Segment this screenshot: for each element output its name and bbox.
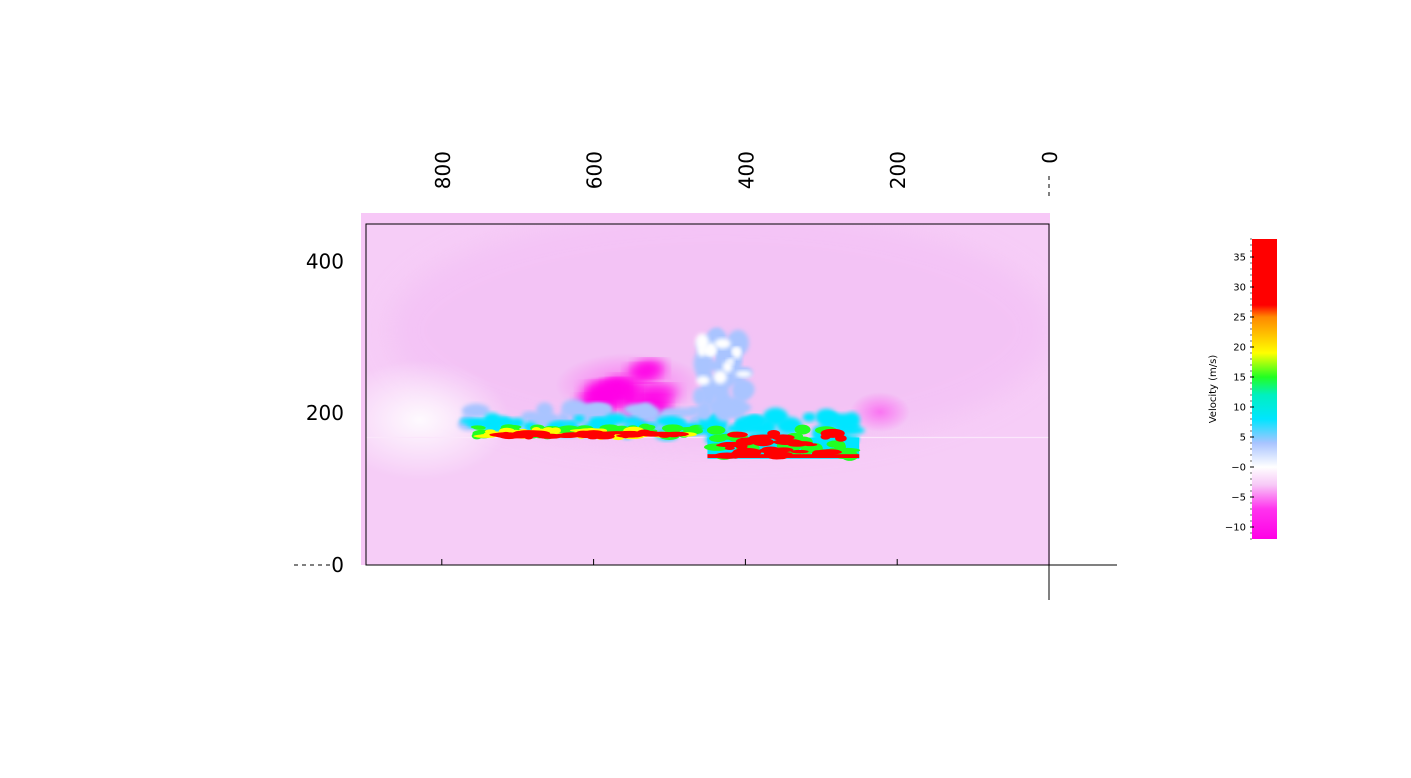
plume-yellow — [484, 429, 496, 434]
negative-velocity-blob — [633, 385, 678, 401]
rising-column — [731, 379, 752, 403]
y-tick-label: 200 — [306, 401, 344, 425]
x-axis-ticks: 800 600 400 200 0 — [431, 151, 1062, 565]
negative-velocity-blob — [581, 383, 621, 406]
x-tick-label: 0 — [1038, 151, 1062, 164]
plume-cyan — [459, 417, 486, 425]
rising-column-core — [695, 333, 709, 351]
magenta-haze-2 — [850, 392, 910, 432]
plume-green — [640, 424, 656, 431]
structure-red-floor — [707, 454, 860, 458]
rising-column — [699, 401, 711, 421]
x-tick-label: 200 — [886, 151, 910, 189]
structure-red — [820, 433, 831, 440]
structure-red — [835, 434, 847, 442]
rising-column-core — [731, 347, 741, 354]
structure-red — [724, 446, 735, 450]
colorbar-tick-label: 35 — [1233, 253, 1246, 264]
structure-red — [803, 443, 818, 447]
x-tick-label: 400 — [734, 151, 758, 189]
negative-velocity-blob — [626, 365, 658, 381]
plume-red — [616, 430, 643, 436]
structure-red — [814, 449, 842, 455]
plume-cyan — [591, 420, 615, 426]
structure-yellow — [706, 425, 726, 435]
structure-yellow — [826, 440, 846, 448]
x-tick-label: 800 — [431, 151, 455, 189]
rising-column — [705, 360, 727, 372]
plume-red — [536, 433, 563, 439]
structure-cyan — [735, 415, 746, 430]
structure-red — [754, 434, 781, 439]
plume-cyan — [622, 416, 641, 426]
colorbar: 35 30 25 20 15 10 5 −0 −5 −10 Velocity (m/s) — [1208, 238, 1277, 540]
plume-red — [504, 433, 534, 439]
plume-layer — [366, 328, 1049, 461]
y-tick-label: 400 — [306, 249, 344, 273]
plume-halo — [623, 404, 649, 415]
plume-cyan — [656, 416, 676, 426]
rising-column — [708, 399, 724, 413]
colorbar-tick-label: −10 — [1225, 523, 1246, 534]
plume-cyan — [573, 415, 585, 423]
structure-red — [752, 437, 774, 447]
plume-red — [562, 432, 584, 435]
rising-column-core — [701, 345, 716, 356]
structure-cyan — [762, 419, 774, 431]
structure-red — [758, 448, 784, 454]
structure-red — [727, 431, 748, 438]
colorbar-ticks: 35 30 25 20 15 10 5 −0 −5 −10 — [1225, 238, 1254, 540]
colorbar-bar — [1252, 239, 1277, 539]
rising-column-core — [696, 375, 710, 386]
rising-column-core — [735, 370, 752, 378]
structure-yellow — [794, 424, 811, 435]
rising-column — [721, 402, 741, 416]
colorbar-tick-label: −5 — [1231, 493, 1246, 504]
plume-yellow — [479, 433, 491, 438]
plume-red — [615, 434, 644, 438]
colorbar-tick-label: 5 — [1240, 433, 1246, 444]
plume-green — [677, 426, 703, 431]
structure-cyan — [838, 426, 865, 435]
structure-cyan — [833, 418, 857, 426]
colorbar-label: Velocity (m/s) — [1208, 355, 1219, 424]
rising-column — [705, 384, 715, 403]
y-axis-ticks: 400 200 0 — [294, 249, 344, 577]
colorbar-tick-label: 25 — [1233, 313, 1246, 324]
y-tick-label: 0 — [331, 553, 344, 577]
plume-red — [640, 433, 667, 437]
negative-velocity-blob — [619, 384, 640, 411]
colorbar-tick-label: −0 — [1231, 463, 1246, 474]
structure-red — [735, 442, 748, 450]
structure-yellow — [709, 434, 727, 443]
structure-cyan — [802, 412, 816, 423]
plume-yellow — [550, 427, 561, 434]
rising-column — [693, 348, 713, 379]
rising-column-core — [722, 361, 733, 373]
plume-red — [586, 433, 600, 440]
colorbar-tick-label: 30 — [1233, 283, 1246, 294]
rising-column-core — [713, 370, 727, 385]
x-tick-label: 600 — [583, 151, 607, 189]
colorbar-tick-label: 20 — [1233, 343, 1246, 354]
structure-cyan — [749, 415, 761, 426]
structure-red — [790, 449, 809, 454]
left-white-haze — [366, 360, 510, 480]
rising-column-core — [714, 338, 731, 349]
rising-column — [716, 347, 729, 364]
plume-halo — [561, 399, 588, 416]
plume-halo — [461, 403, 490, 418]
plume-red — [667, 433, 680, 438]
colorbar-tick-label: 15 — [1233, 373, 1246, 384]
heatmap — [366, 224, 1049, 565]
colorbar-tick-label: 10 — [1233, 403, 1246, 414]
plume-green — [470, 425, 484, 429]
